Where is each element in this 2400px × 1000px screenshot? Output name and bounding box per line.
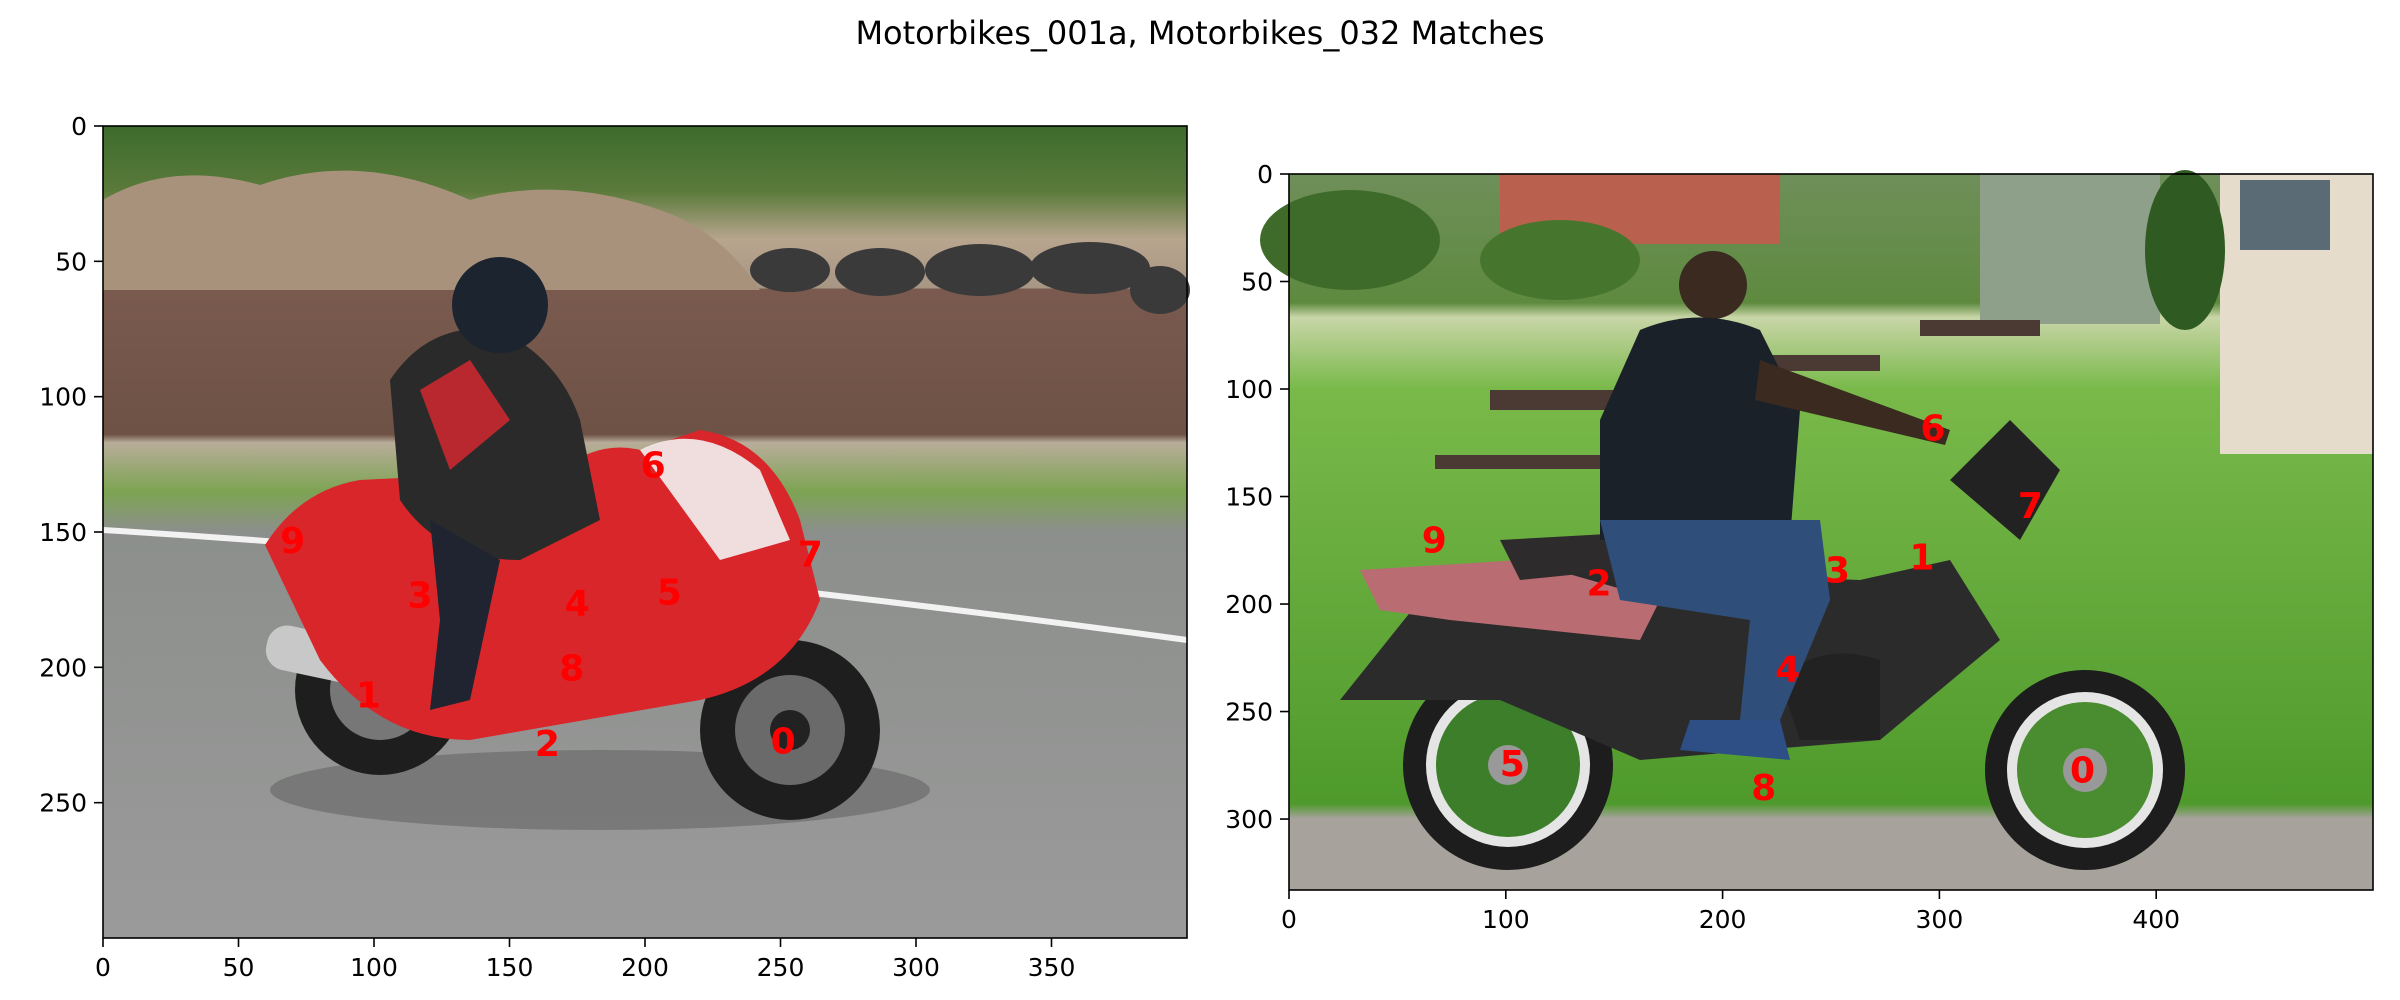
- right-panel: 0 100 200 300 400 0 50 100 150 200 250 300 0 1 2 3 4 5 6 7…: [1225, 160, 2374, 934]
- left-match-point-4: 4: [565, 583, 590, 624]
- left-xtick-label: 350: [1028, 953, 1076, 982]
- right-xtick-label: 100: [1482, 905, 1530, 934]
- red-motorbike: [265, 410, 880, 820]
- right-match-point-4: 4: [1775, 650, 1800, 691]
- left-match-labels: 0 1 2 3 4 5 6 7 8 9: [280, 445, 823, 765]
- right-xtick-label: 200: [1699, 905, 1747, 934]
- right-match-point-0: 0: [2070, 751, 2095, 792]
- left-ytick-label: 250: [39, 789, 87, 818]
- left-ytick-label: 150: [39, 518, 87, 547]
- right-ytick-label: 300: [1225, 805, 1273, 834]
- left-match-point-8: 8: [559, 648, 584, 689]
- right-match-labels: 0 1 2 3 4 5 6 7 8 9: [1422, 409, 2095, 809]
- left-photo: [102, 126, 1190, 938]
- rider: [390, 257, 600, 710]
- left-ytick-label: 100: [39, 383, 87, 412]
- right-axes-frame: [1288, 173, 2374, 891]
- right-ytick-label: 150: [1225, 483, 1273, 512]
- left-match-point-5: 5: [657, 573, 682, 614]
- left-ytick-label: 200: [39, 653, 87, 682]
- right-match-point-7: 7: [2018, 486, 2043, 527]
- left-panel: 0 50 100 150 200 250 300 350 0 50 100 150 200 250 0 1 2…: [39, 112, 1190, 982]
- right-match-point-5: 5: [1500, 744, 1525, 785]
- left-xtick-label: 100: [350, 953, 398, 982]
- left-match-point-9: 9: [280, 521, 305, 562]
- left-xtick-label: 300: [892, 953, 940, 982]
- right-photo: [1260, 170, 2373, 890]
- seated-person: [1600, 251, 1950, 760]
- left-match-point-1: 1: [356, 675, 381, 716]
- left-match-point-2: 2: [535, 724, 560, 765]
- right-match-point-8: 8: [1751, 768, 1776, 809]
- left-match-point-3: 3: [408, 575, 433, 616]
- right-match-point-2: 2: [1586, 564, 1611, 605]
- right-ytick-label: 0: [1257, 160, 1273, 189]
- left-xtick-label: 200: [621, 953, 669, 982]
- left-match-point-6: 6: [641, 445, 666, 486]
- right-ytick-label: 100: [1225, 375, 1273, 404]
- right-xtick-label: 300: [1916, 905, 1964, 934]
- left-xtick-label: 0: [95, 953, 111, 982]
- right-ytick-label: 50: [1241, 268, 1273, 297]
- right-match-point-1: 1: [1910, 538, 1935, 579]
- left-ytick-label: 0: [71, 112, 87, 141]
- right-xtick-label: 400: [2132, 905, 2180, 934]
- left-xtick-label: 50: [223, 953, 255, 982]
- figure-title: Motorbikes_001a, Motorbikes_032 Matches: [855, 14, 1544, 52]
- right-xtick-label: 0: [1281, 905, 1297, 934]
- right-match-point-6: 6: [1920, 409, 1945, 450]
- left-ytick-label: 50: [55, 247, 87, 276]
- left-xtick-label: 150: [486, 953, 534, 982]
- right-ytick-label: 200: [1225, 590, 1273, 619]
- left-xtick-label: 250: [757, 953, 805, 982]
- left-match-point-7: 7: [798, 535, 823, 576]
- right-ytick-label: 250: [1225, 698, 1273, 727]
- left-match-point-0: 0: [771, 721, 796, 762]
- right-match-point-3: 3: [1825, 551, 1850, 592]
- right-match-point-9: 9: [1422, 521, 1447, 562]
- black-motorbike: [1340, 420, 2185, 870]
